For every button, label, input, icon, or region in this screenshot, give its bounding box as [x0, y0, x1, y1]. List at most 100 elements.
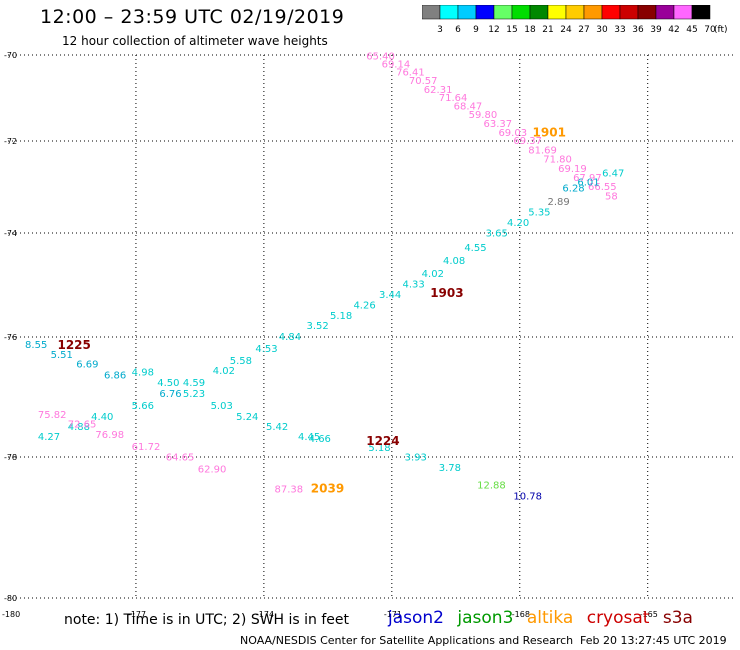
wave-height-value: 61.72 [132, 442, 161, 453]
wave-height-value: 2.89 [547, 197, 569, 208]
wave-height-value: 76.41 [396, 68, 425, 79]
wave-height-value: 6.28 [562, 184, 584, 195]
wave-height-value: 4.20 [507, 218, 529, 229]
wave-height-value: 3.78 [439, 463, 461, 474]
wave-height-value: 59.80 [469, 110, 498, 121]
wave-height-value: 5.35 [528, 208, 550, 219]
colorbar-label: 6 [455, 25, 461, 35]
wave-height-value: 5.23 [183, 389, 205, 400]
wave-height-value: 5.58 [230, 356, 252, 367]
wave-height-value: 6.01 [577, 178, 599, 189]
wave-height-value: 87.38 [275, 484, 304, 495]
colorbar-label: 30 [596, 25, 608, 35]
wave-height-value: 4.08 [443, 256, 465, 267]
x-tick-label: -168 [512, 610, 530, 619]
wave-height-value: 69.19 [558, 164, 587, 175]
x-tick-label: -165 [640, 610, 658, 619]
wave-height-value: 5.24 [236, 412, 258, 423]
wave-height-value: 75.82 [38, 410, 67, 421]
wave-height-value: 69.03 [498, 128, 527, 139]
legend-altika: altika [526, 608, 574, 628]
wave-height-value: 76.98 [95, 430, 124, 441]
y-tick-label: -74 [4, 229, 17, 238]
wave-height-value: 3.44 [379, 290, 401, 301]
wave-height-value: 4.59 [183, 378, 205, 389]
wave-height-value: 6.76 [159, 389, 181, 400]
wave-height-colorbar: 3 6 9 12 15 18 21 24 27 30 33 36 39 42 45 70(ft) [422, 5, 728, 35]
wave-height-value: 58 [605, 191, 618, 202]
wave-height-value: 4.02 [422, 269, 444, 280]
wave-height-value: 3.52 [307, 321, 329, 332]
wave-height-value: 63.37 [484, 119, 513, 130]
colorbar-label: 12 [488, 25, 499, 35]
wave-height-value: 4.66 [309, 434, 331, 445]
wave-height-value: 68.47 [454, 102, 483, 113]
colorbar-label: 42 [668, 25, 679, 35]
wave-height-value: 71.64 [439, 93, 468, 104]
x-tick-label: -171 [384, 610, 402, 619]
wave-height-value: 62.90 [198, 465, 227, 476]
colorbar-label: 15 [506, 25, 517, 35]
wave-height-value: 4.98 [132, 367, 154, 378]
wave-height-value: 3.65 [486, 229, 508, 240]
wave-height-value: 8.55 [25, 340, 47, 351]
colorbar-label: 70 [704, 25, 716, 35]
wave-height-value: 67.97 [573, 173, 602, 184]
y-tick-label: -70 [4, 51, 17, 60]
wave-height-points: 65.4069.1476.4170.5762.3171.6468.4759.80… [25, 51, 624, 502]
pass-time-label: 1224 [366, 434, 399, 448]
wave-height-value: 6.47 [602, 168, 624, 179]
colorbar-label: 18 [524, 25, 536, 35]
colorbar-label: 27 [578, 25, 589, 35]
colorbar-label: 9 [473, 25, 479, 35]
wave-height-value: 6.69 [76, 360, 98, 371]
generated-timestamp: Feb 20 13:27:45 UTC 2019 [580, 634, 727, 647]
colorbar-label: 45 [686, 25, 697, 35]
wave-height-value: 4.84 [279, 332, 301, 343]
colorbar-label: 36 [632, 25, 644, 35]
axis-tick-labels: -70 -72 -74 -76 -78 -80 -180 -177 -174 -171 -168 -1… [2, 51, 658, 619]
x-tick-label: -174 [256, 610, 274, 619]
wave-height-value: 4.40 [91, 412, 113, 423]
wave-height-value: 5.66 [132, 401, 154, 412]
legend-jason3: jason3 [457, 608, 514, 628]
legend-s3a: s3a [662, 608, 693, 628]
wave-height-value: 5.03 [211, 401, 233, 412]
chart-title: 12:00 – 23:59 UTC 02/19/2019 [40, 6, 345, 28]
colorbar-label: 3 [437, 25, 443, 35]
colorbar-label: 24 [560, 25, 572, 35]
wave-height-value: 6.86 [104, 370, 126, 381]
wave-height-value: 4.26 [353, 300, 375, 311]
wave-height-value: 5.18 [368, 443, 390, 454]
wave-height-value: 71.80 [543, 155, 572, 166]
wave-height-value: 5.51 [51, 350, 73, 361]
wave-height-value: 70.57 [409, 76, 438, 87]
colorbar-unit: (ft) [714, 25, 728, 35]
colorbar-label: 21 [542, 25, 553, 35]
wave-height-value: 12.88 [477, 481, 506, 492]
legend-jason2: jason2 [388, 608, 444, 628]
pass-time-label: 1901 [533, 126, 566, 140]
colorbar-label: 33 [614, 25, 625, 35]
wave-height-value: 64.65 [166, 453, 195, 464]
pass-time-labels: 1225 1903 1224 1901 2039 [57, 126, 565, 496]
wave-height-value: 3.93 [405, 453, 427, 464]
legend-cryosat: cryosat [586, 608, 650, 628]
y-tick-label: -80 [4, 594, 17, 603]
wave-height-value: 4.53 [255, 344, 277, 355]
wave-height-value: 4.02 [213, 366, 235, 377]
wave-height-value: 4.45 [298, 432, 320, 443]
colorbar-swatch [691, 5, 711, 20]
chart-subtitle: 12 hour collection of altimeter wave hei… [62, 34, 328, 48]
wave-height-value: 4.50 [157, 378, 179, 389]
wave-height-value: 10.78 [513, 491, 542, 502]
wave-height-value: 4.55 [464, 243, 486, 254]
wave-height-value: 5.18 [330, 311, 352, 322]
satellite-legend: jason2 jason3 altika cryosat s3a [388, 608, 701, 628]
wave-height-value: 69.14 [382, 59, 411, 70]
colorbar-label: 39 [650, 25, 662, 35]
wave-height-value: 5.42 [266, 422, 288, 433]
wave-height-value: 4.27 [38, 432, 60, 443]
wave-height-value: 69.37 [513, 136, 542, 147]
